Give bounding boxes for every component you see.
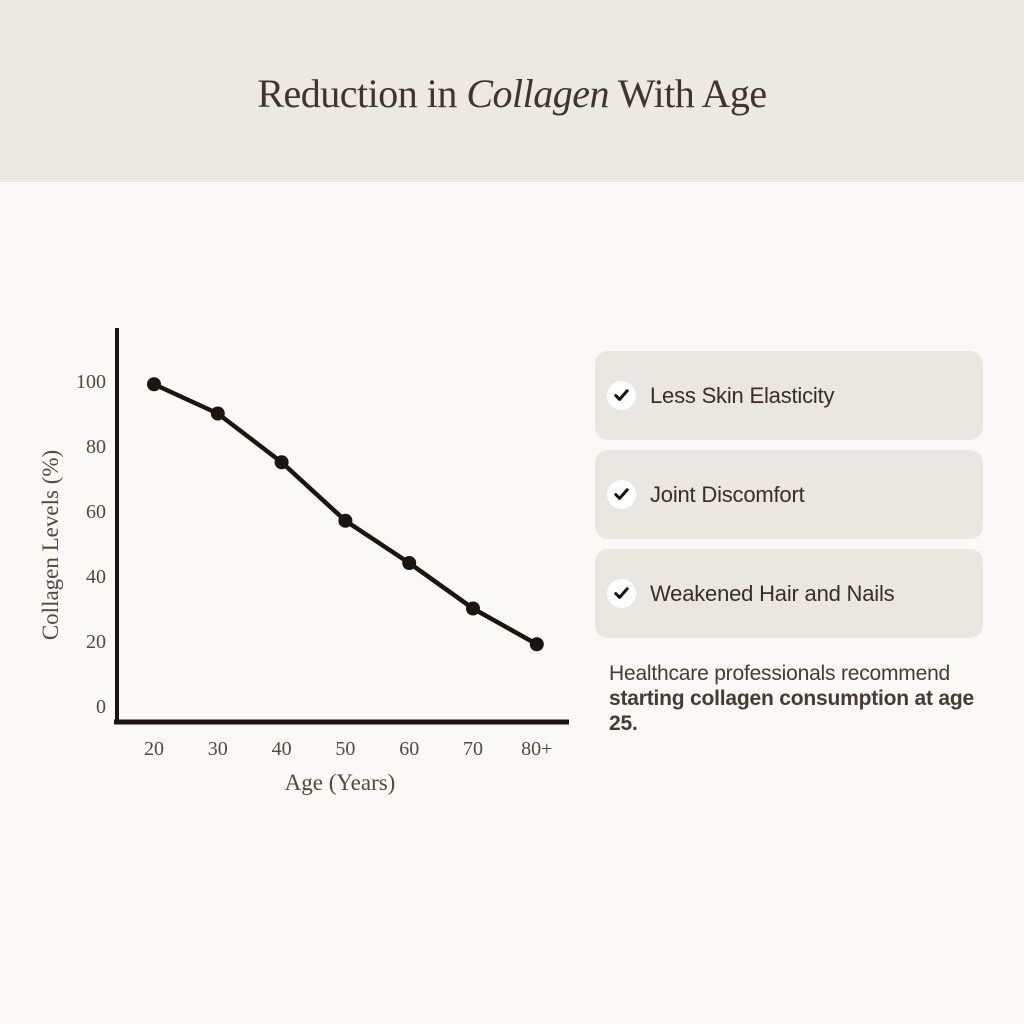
y-tick-label: 20 [86,631,106,653]
data-point-marker [338,513,353,528]
y-tick-label: 40 [86,566,106,588]
checklist-item-hair-nails: Weakened Hair and Nails [595,549,983,638]
check-icon [607,579,636,608]
checklist-item-joint-discomfort: Joint Discomfort [595,450,983,539]
effects-panel: Less Skin Elasticity Joint Discomfort We… [595,351,983,736]
header-band: Reduction in Collagen With Age [0,0,1024,182]
title-prefix: Reduction in [257,70,467,116]
footnote-recommendation: Healthcare professionals recommend start… [609,661,983,736]
y-tick-label: 0 [96,696,106,718]
check-icon [607,480,636,509]
title-suffix: With Age [609,70,767,116]
x-tick-label: 80+ [521,738,552,760]
y-tick-label: 60 [86,501,106,523]
footnote-line1: Healthcare professionals recommend [609,662,951,685]
y-tick-label: 80 [86,436,106,458]
checkmark-glyph [614,587,629,599]
data-point-marker [402,556,417,570]
checklist-item-label: Less Skin Elasticity [650,382,835,408]
checklist-item-label: Joint Discomfort [650,481,805,507]
x-tick-label: 70 [463,738,483,760]
page-title: Reduction in Collagen With Age [257,66,767,117]
y-tick-label: 100 [76,371,106,393]
check-icon [607,381,636,410]
collagen-chart: 0 20 40 60 80 100 20 30 40 50 60 70 80+ Age (Years) Co… [40,320,580,800]
x-tick-label: 60 [399,738,419,760]
data-point-marker [147,377,161,392]
x-tick-label: 40 [272,738,292,760]
data-point-marker [274,455,289,470]
footnote-line2: starting collagen consumption at age 25. [609,687,975,735]
data-point-marker [529,637,544,652]
checkmark-glyph [614,389,629,401]
checklist-item-skin-elasticity: Less Skin Elasticity [595,351,983,440]
checklist-item-label: Weakened Hair and Nails [650,580,895,606]
data-point-marker [210,406,225,421]
collagen-line-chart-svg: 0 20 40 60 80 100 20 30 40 50 60 70 80+ Age (Years) Co… [40,328,569,795]
data-point-marker [466,601,480,616]
x-tick-label: 50 [335,738,355,760]
y-axis-label: Collagen Levels (%) [40,450,63,640]
x-tick-label: 20 [144,738,164,760]
x-tick-label: 30 [208,738,228,760]
checkmark-glyph [614,488,629,500]
x-axis-label: Age (Years) [285,770,396,795]
title-italic-word: Collagen [466,70,610,116]
